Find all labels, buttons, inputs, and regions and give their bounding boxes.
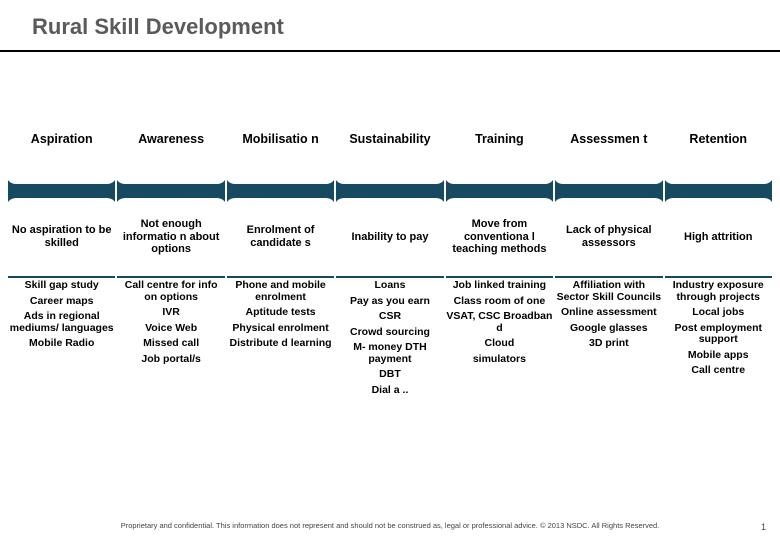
pillar-issue-label: Inability to pay (351, 231, 428, 244)
pillar-header-label: Assessmen t (570, 132, 647, 146)
pillar-solutions: Call centre for info on options IVR Voice … (115, 278, 226, 454)
solution-block: Affiliation with Sector Skill Councils On… (555, 280, 662, 350)
pillar-1: Awareness Not enough informatio n about o… (117, 68, 224, 454)
pillar-header-label: Awareness (138, 132, 204, 146)
pillar-header-label: Mobilisatio n (242, 132, 318, 146)
pillar-solutions: Phone and mobile enrolment Aptitude tests… (225, 278, 336, 454)
solution-item: Job portal/s (141, 354, 201, 366)
pillar-issue-label: Move from conventiona l teaching methods (446, 218, 553, 256)
solution-block: Call centre for info on options IVR Voice … (117, 280, 224, 365)
pillar-header-label: Sustainability (349, 132, 430, 146)
pillar-2: Mobilisatio n Enrolment of candidate s Pho… (227, 68, 334, 454)
pillar-issue: Inability to pay (334, 198, 445, 276)
solution-item: DBT (379, 369, 401, 381)
pillar-stage: Aspiration No aspiration to be skilled Ski… (8, 68, 772, 454)
pillar-solutions: Skill gap study Career maps Ads in regiona… (6, 278, 117, 454)
solution-item: Ads in regional mediums/ languages (8, 311, 115, 334)
solution-item: M- money DTH payment (336, 342, 443, 365)
pillar-5: Assessmen t Lack of physical assessors Aff… (555, 68, 662, 454)
solution-item: VSAT, CSC Broadban d (446, 311, 553, 334)
solution-block: Job linked training Class room of one VSAT… (446, 280, 553, 365)
solution-item: Call centre (691, 365, 745, 377)
pillar-issue-label: High attrition (684, 231, 752, 244)
solution-item: CSR (379, 311, 401, 323)
pillar-header: Sustainability (334, 94, 445, 184)
solution-item: Crowd sourcing (350, 327, 430, 339)
solution-item: Industry exposure through projects (665, 280, 772, 303)
solution-item: Job linked training (453, 280, 546, 292)
pillar-header: Retention (663, 94, 774, 184)
pillar-header-label: Aspiration (31, 132, 93, 146)
solution-item: Google glasses (570, 323, 648, 335)
solution-item: simulators (473, 354, 526, 366)
solution-item: Local jobs (692, 307, 744, 319)
pillar-issue-label: No aspiration to be skilled (8, 224, 115, 249)
pillar-solutions: Job linked training Class room of one VSAT… (444, 278, 555, 454)
pillar-header: Awareness (115, 94, 226, 184)
pillar-issue: Enrolment of candidate s (225, 198, 336, 276)
page-number: 1 (761, 522, 766, 532)
solution-item: 3D print (589, 338, 629, 350)
solution-block: Loans Pay as you earn CSR Crowd sourcing M- … (336, 280, 443, 396)
solution-item: Phone and mobile enrolment (227, 280, 334, 303)
pillar-issue: Move from conventiona l teaching methods (444, 198, 555, 276)
solution-block: Phone and mobile enrolment Aptitude tests… (227, 280, 334, 350)
solution-item: Voice Web (145, 323, 197, 335)
pillar-issue-label: Enrolment of candidate s (227, 224, 334, 249)
pillar-issue: No aspiration to be skilled (6, 198, 117, 276)
solution-item: Mobile apps (688, 350, 749, 362)
pillar-header: Training (444, 94, 555, 184)
pillar-3: Sustainability Inability to pay Loans Pay a… (336, 68, 443, 454)
pillar-issue: Not enough informatio n about options (115, 198, 226, 276)
solution-item: Call centre for info on options (117, 280, 224, 303)
pillar-issue: High attrition (663, 198, 774, 276)
pillar-solutions: Affiliation with Sector Skill Councils On… (553, 278, 664, 454)
pillar-header-label: Retention (689, 132, 747, 146)
page-title: Rural Skill Development (32, 14, 284, 40)
solution-item: Distribute d learning (230, 338, 332, 350)
solution-item: Pay as you earn (350, 296, 430, 308)
pillar-issue: Lack of physical assessors (553, 198, 664, 276)
solution-item: Post employment support (665, 323, 772, 346)
copyright: Proprietary and confidential. This infor… (0, 521, 780, 530)
solution-item: Loans (375, 280, 406, 292)
pillar-header: Assessmen t (553, 94, 664, 184)
pillar-6: Retention High attrition Industry exposure… (665, 68, 772, 454)
solution-item: Physical enrolment (232, 323, 328, 335)
footer: Proprietary and confidential. This infor… (0, 521, 780, 530)
solution-item: Class room of one (454, 296, 546, 308)
pillar-issue-label: Not enough informatio n about options (117, 218, 224, 256)
solution-item: IVR (162, 307, 180, 319)
pillar-issue-label: Lack of physical assessors (555, 224, 662, 249)
divider (0, 50, 780, 52)
solution-item: Aptitude tests (246, 307, 316, 319)
solution-item: Dial a .. (372, 385, 409, 397)
solution-item: Missed call (143, 338, 199, 350)
solution-item: Career maps (30, 296, 94, 308)
solution-item: Online assessment (561, 307, 657, 319)
pillar-header: Mobilisatio n (225, 94, 336, 184)
solution-item: Mobile Radio (29, 338, 94, 350)
solution-block: Industry exposure through projects Local … (665, 280, 772, 377)
pillar-solutions: Industry exposure through projects Local … (663, 278, 774, 454)
pillar-header: Aspiration (6, 94, 117, 184)
solution-item: Skill gap study (25, 280, 99, 292)
pillar-header-label: Training (475, 132, 524, 146)
pillar-solutions: Loans Pay as you earn CSR Crowd sourcing M- … (334, 278, 445, 454)
solution-item: Cloud (485, 338, 515, 350)
solution-block: Skill gap study Career maps Ads in regiona… (8, 280, 115, 350)
pillar-0: Aspiration No aspiration to be skilled Ski… (8, 68, 115, 454)
solution-item: Affiliation with Sector Skill Councils (555, 280, 662, 303)
pillar-4: Training Move from conventiona l teaching… (446, 68, 553, 454)
